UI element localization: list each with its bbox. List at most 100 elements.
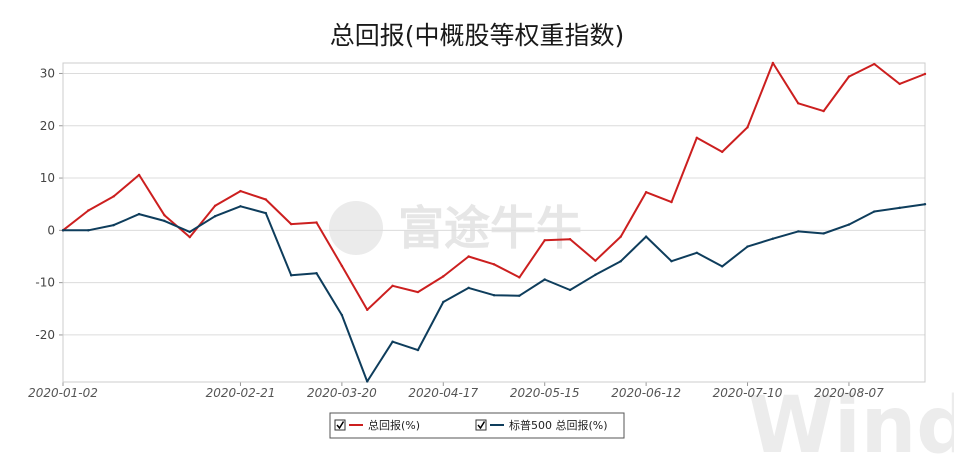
gridlines <box>63 72 925 336</box>
data-point <box>315 221 318 224</box>
data-point <box>467 255 470 258</box>
x-tick-label: 2020-08-07 <box>814 386 884 400</box>
legend-label-sp500: 标普500 总回报(%) <box>509 418 608 432</box>
data-point <box>264 211 268 215</box>
check-icon <box>336 421 345 430</box>
data-point <box>771 237 775 240</box>
data-point <box>670 259 673 263</box>
data-point <box>619 259 622 263</box>
data-point <box>163 213 166 217</box>
x-tick-label: 2020-05-15 <box>510 386 580 400</box>
data-point <box>847 223 851 226</box>
data-point <box>289 274 293 277</box>
data-point <box>366 308 369 312</box>
data-point <box>644 235 648 238</box>
data-point <box>366 380 369 383</box>
data-point <box>163 219 166 223</box>
data-point <box>391 284 394 287</box>
watermark-wind: Wind <box>748 381 954 461</box>
data-point <box>771 61 775 65</box>
data-point <box>568 288 572 292</box>
plot-border <box>62 62 926 383</box>
data-point <box>264 198 268 201</box>
data-point <box>340 313 344 317</box>
legend-label-total-return: 总回报(%) <box>368 418 420 432</box>
y-tick-label: 30 <box>40 66 55 80</box>
data-point <box>442 300 445 304</box>
x-axis-ticks: 2020-01-02 2020-02-21 2020-03-20 2020-04-17… <box>28 382 884 400</box>
data-point <box>797 230 800 233</box>
x-tick-label: 2020-02-21 <box>206 386 276 400</box>
data-point <box>87 229 90 232</box>
y-tick-label: 10 <box>40 171 55 185</box>
x-tick-label: 2020-03-20 <box>307 386 377 400</box>
futu-logo-icon <box>329 201 383 255</box>
data-point <box>670 200 673 204</box>
data-point <box>543 278 546 281</box>
data-point <box>239 205 242 208</box>
data-point <box>797 102 800 105</box>
data-point <box>416 290 420 294</box>
data-point <box>898 82 901 86</box>
watermark-futu: 富途牛牛 <box>398 201 582 255</box>
data-point <box>619 235 622 238</box>
data-point <box>112 195 115 198</box>
data-point <box>695 136 699 139</box>
data-point <box>518 276 521 279</box>
x-tick-label: 2020-04-17 <box>408 386 478 400</box>
data-point <box>746 126 749 129</box>
data-point <box>518 294 521 297</box>
data-point <box>188 235 191 239</box>
data-point <box>492 293 496 297</box>
chart-title: 总回报(中概股等权重指数) <box>330 21 625 50</box>
data-point <box>391 340 394 343</box>
data-point <box>416 348 420 352</box>
data-point <box>746 245 749 248</box>
data-point <box>543 239 546 242</box>
y-tick-label: -10 <box>35 276 55 290</box>
data-point <box>442 275 445 278</box>
data-point <box>594 273 597 276</box>
data-point <box>137 173 141 177</box>
data-point <box>847 75 851 78</box>
data-point <box>923 202 927 206</box>
data-point <box>720 265 724 268</box>
data-point <box>340 264 344 268</box>
data-point <box>213 215 217 218</box>
data-point <box>289 222 293 226</box>
x-tick-label: 2020-01-02 <box>28 386 98 400</box>
data-point <box>239 189 242 193</box>
data-point <box>898 206 901 210</box>
data-point <box>87 209 90 212</box>
legend: 总回报(%) 标普500 总回报(%) <box>329 412 625 439</box>
data-point <box>695 251 699 255</box>
data-point <box>873 210 876 213</box>
series-lines <box>61 61 927 383</box>
data-point <box>467 286 470 290</box>
data-point <box>822 232 825 235</box>
data-point <box>112 223 115 227</box>
data-point <box>873 62 876 66</box>
y-tick-label: 20 <box>40 119 55 133</box>
data-point <box>61 229 65 232</box>
legend-checkbox-1[interactable] <box>334 419 346 431</box>
data-point <box>720 150 724 154</box>
y-axis-ticks: -20 -10 0 10 20 30 <box>35 66 63 342</box>
data-point <box>923 72 927 76</box>
legend-checkbox-2[interactable] <box>475 419 487 431</box>
data-point <box>492 263 496 266</box>
data-point <box>315 272 318 275</box>
x-tick-label: 2020-06-12 <box>611 386 681 400</box>
series-line-1 <box>62 62 926 311</box>
data-point <box>594 259 597 262</box>
y-tick-label: -20 <box>35 328 55 342</box>
data-point <box>644 190 648 194</box>
check-icon <box>477 421 486 430</box>
x-tick-label: 2020-07-10 <box>713 386 783 400</box>
y-tick-label: 0 <box>47 223 55 237</box>
data-point <box>188 230 191 234</box>
data-point <box>822 109 825 113</box>
data-point <box>213 204 217 207</box>
data-point <box>568 238 572 241</box>
